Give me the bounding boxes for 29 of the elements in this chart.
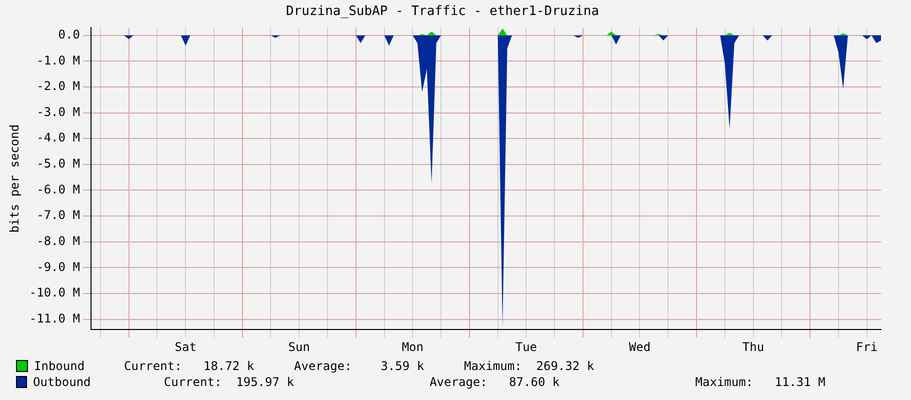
- legend-label: Outbound: [32, 375, 92, 389]
- chart-title: Druzina_SubAP - Traffic - ether1-Druzina: [286, 4, 600, 20]
- y-tick-label: -11.0 M: [29, 311, 80, 326]
- text: Current: 18.72 k: [124, 359, 256, 373]
- y-tick-label: -8.0 M: [36, 234, 80, 248]
- y-tick-label: -3.0 M: [36, 104, 80, 119]
- x-tick-label: Mon: [402, 340, 424, 354]
- text: Average: 3.59 k: [294, 359, 426, 373]
- legend-label: Inbound: [34, 359, 86, 373]
- x-tick-label: Thu: [742, 340, 764, 354]
- y-tick-label: -4.0 M: [36, 130, 80, 145]
- y-tick-label: -7.0 M: [36, 208, 80, 222]
- x-tick-label: Sun: [288, 340, 310, 354]
- x-tick-label: Wed: [628, 340, 651, 354]
- y-tick-label: -1.0 M: [36, 53, 80, 68]
- y-tick-label: -6.0 M: [36, 182, 80, 196]
- y-axis-title: bits per second: [7, 124, 22, 233]
- x-tick-label: Fri: [856, 340, 878, 354]
- x-tick-label: Sat: [174, 340, 196, 354]
- x-tick-label: Tue: [515, 340, 538, 354]
- y-tick-label: -9.0 M: [36, 260, 80, 274]
- text: Maximum: 269.32 k: [464, 359, 596, 373]
- y-tick-label: 0.0: [58, 27, 80, 42]
- text: Maximum: 11.31 M: [695, 375, 826, 389]
- y-tick-label: -2.0 M: [36, 79, 80, 94]
- y-tick-label: -10.0 M: [29, 286, 80, 300]
- y-tick-label: -5.0 M: [36, 156, 80, 171]
- text: Current: 195.97 k: [164, 375, 295, 389]
- text: Average: 87.60 k: [430, 375, 561, 389]
